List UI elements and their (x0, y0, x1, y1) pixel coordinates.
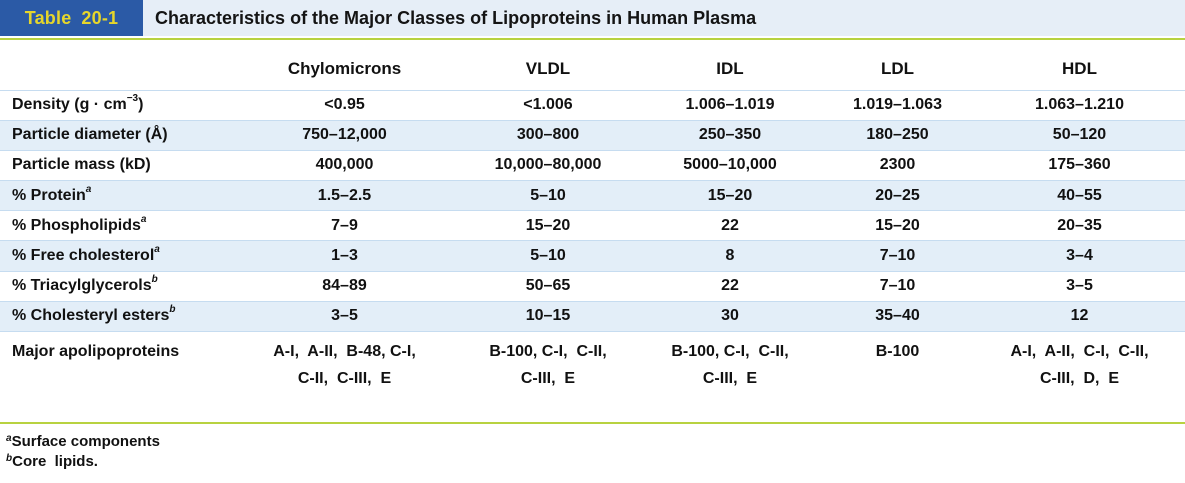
footnote-text: Core lipids. (12, 453, 98, 470)
table-cell: 5000–10,000 (639, 149, 821, 181)
table-row: % Proteina 1.5–2.5 5–10 15–20 20–25 40–55 (0, 180, 1185, 211)
table-row-apolipoproteins: Major apolipoproteins A-I, A-II, B-48, C-… (0, 331, 1185, 394)
footnotes: aSurface components bCore lipids. (6, 432, 160, 472)
table-row: Density (g · cm−3) <0.95 <1.006 1.006–1.019… (0, 90, 1185, 120)
table-title: Characteristics of the Major Classes of … (155, 7, 757, 28)
header-blank (0, 48, 232, 90)
table-cell: 1.006–1.019 (685, 96, 775, 114)
table-cell: 175–360 (974, 149, 1185, 181)
table-cell: 300–800 (457, 119, 639, 151)
footnote-mark: a (154, 244, 160, 256)
column-header: LDL (880, 58, 915, 78)
table-cell: 750–12,000 (232, 119, 457, 151)
row-label: % Free cholesterola (0, 240, 232, 272)
table-cell: 5–10 (457, 180, 639, 211)
table-cell: B-100, C-I, C-II, C-III, E (457, 331, 639, 394)
table-cell: 3–5 (232, 300, 457, 332)
table-cell: 3–5 (974, 270, 1185, 302)
lipoprotein-table: Chylomicrons VLDL IDL LDL HDL Density (g… (0, 48, 1185, 394)
table-cell: 1–3 (232, 240, 457, 272)
table-cell: 10,000–80,000 (457, 149, 639, 181)
footnote-mark: b (151, 274, 158, 286)
table-cell: 22 (639, 270, 821, 302)
row-label: Density (g · cm−3) (12, 93, 144, 114)
footnote-a: aSurface components (6, 432, 160, 452)
table-cell: 180–250 (821, 119, 974, 151)
table-cell: 7–10 (821, 270, 974, 302)
table-cell: 50–65 (457, 270, 639, 302)
table-cell: 1.5–2.5 (232, 180, 457, 211)
table-cell: B-100 (821, 331, 974, 394)
table-row: Particle mass (kD) 400,000 10,000–80,000 50… (0, 149, 1185, 181)
table-cell: 20–25 (821, 180, 974, 211)
table-cell: 400,000 (232, 149, 457, 181)
column-header: VLDL (525, 58, 571, 78)
table-cell: 7–9 (232, 210, 457, 241)
row-label: % Phospholipidsa (0, 210, 232, 241)
table-title-bar: Table 20-1 Characteristics of the Major C… (0, 0, 1185, 36)
row-label: Particle mass (kD) (0, 149, 232, 181)
row-label: % Cholesteryl estersb (0, 300, 232, 332)
title-background: Characteristics of the Major Classes of … (143, 0, 1185, 36)
table-cell: 50–120 (974, 119, 1185, 151)
table-cell: 250–350 (639, 119, 821, 151)
table-row: % Triacylglycerolsb 84–89 50–65 22 7–10 3–5 (0, 270, 1185, 302)
table-cell: 3–4 (974, 240, 1185, 272)
column-header: IDL (716, 58, 744, 78)
table-number-badge: Table 20-1 (0, 0, 143, 36)
table-cell: <1.006 (523, 96, 573, 114)
table-row: % Free cholesterola 1–3 5–10 8 7–10 3–4 (0, 240, 1185, 272)
table-cell: 2300 (821, 149, 974, 181)
table-cell: 12 (974, 300, 1185, 332)
table-cell: 5–10 (457, 240, 639, 272)
table-cell: 15–20 (821, 210, 974, 241)
table-cell: 8 (639, 240, 821, 272)
table-cell: 10–15 (457, 300, 639, 332)
table-cell: A-I, A-II, C-I, C-II, C-III, D, E (974, 331, 1185, 394)
table-cell: 40–55 (974, 180, 1185, 211)
table-cell: A-I, A-II, B-48, C-I, C-II, C-III, E (232, 331, 457, 394)
table-cell: B-100, C-I, C-II, C-III, E (639, 331, 821, 394)
footnote-mark: a (6, 433, 12, 444)
table-body: Density (g · cm−3) <0.95 <1.006 1.006–1.019… (0, 90, 1185, 394)
table-cell: 20–35 (974, 210, 1185, 241)
footnote-mark: b (6, 453, 13, 464)
header-row: Chylomicrons VLDL IDL LDL HDL (0, 48, 1185, 90)
row-label: % Triacylglycerolsb (0, 270, 232, 302)
column-header: HDL (1062, 58, 1097, 78)
row-label: % Proteina (0, 180, 232, 211)
table-cell: 7–10 (821, 240, 974, 272)
table-cell: 15–20 (457, 210, 639, 241)
footnote-mark: a (140, 213, 147, 225)
table-num: 20-1 (81, 7, 119, 28)
footnote-text: Surface components (11, 433, 160, 450)
table-cell: 30 (639, 300, 821, 332)
table-cell: 35–40 (821, 300, 974, 332)
bottom-rule (0, 422, 1185, 424)
table-row: % Cholesteryl estersb 3–5 10–15 30 35–40 12 (0, 300, 1185, 332)
top-rule (0, 38, 1185, 40)
column-header: Chylomicrons (287, 58, 402, 78)
table-row: % Phospholipidsa 7–9 15–20 22 15–20 20–35 (0, 210, 1185, 241)
table-cell: <0.95 (324, 96, 365, 114)
footnote-b: bCore lipids. (6, 452, 160, 472)
row-label: Major apolipoproteins (0, 331, 232, 394)
table-cell: 22 (639, 210, 821, 241)
table-word: Table (24, 7, 72, 28)
table-cell: 15–20 (639, 180, 821, 211)
table-cell: 1.019–1.063 (853, 96, 942, 114)
table-row: Particle diameter (Å) 750–12,000 300–800 25… (0, 119, 1185, 151)
table-cell: 84–89 (232, 270, 457, 302)
table-cell: 1.063–1.210 (1035, 96, 1124, 114)
footnote-mark: b (169, 304, 176, 316)
row-label: Particle diameter (Å) (0, 119, 232, 151)
footnote-mark: a (85, 183, 92, 195)
